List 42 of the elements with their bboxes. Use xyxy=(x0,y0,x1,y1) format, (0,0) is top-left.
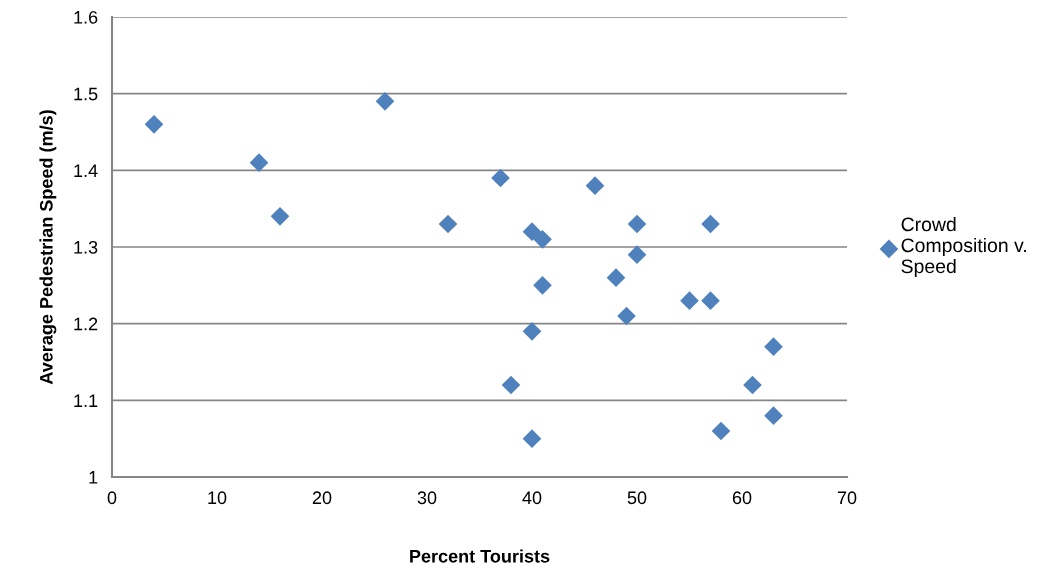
point xyxy=(270,207,290,226)
x-tick-label: 20 xyxy=(312,491,332,505)
point xyxy=(522,322,542,341)
y-tick-label: 1.4 xyxy=(74,164,98,177)
point xyxy=(491,168,510,188)
point xyxy=(522,429,542,448)
point xyxy=(501,375,521,395)
point xyxy=(585,176,605,195)
point xyxy=(627,245,647,264)
y-tick-label: 1.2 xyxy=(74,317,98,331)
point xyxy=(617,306,636,326)
y-tick-label: 1.3 xyxy=(74,240,98,254)
point xyxy=(701,291,720,310)
x-axis-title: Percent Tourists xyxy=(410,549,550,563)
x-tick-label: 50 xyxy=(627,491,647,505)
point xyxy=(701,214,720,234)
point xyxy=(680,291,699,310)
point xyxy=(606,268,626,287)
x-tick-label: 10 xyxy=(208,491,227,505)
x-tick-label: 30 xyxy=(417,491,437,505)
y-tick-label: 1 xyxy=(89,471,98,484)
point xyxy=(627,214,647,234)
point xyxy=(743,375,762,395)
y-tick-label: 1.6 xyxy=(74,10,98,24)
x-tick-label: 0 xyxy=(107,491,117,505)
x-tick-label: 40 xyxy=(522,491,542,505)
point xyxy=(533,230,552,249)
y-axis-title: Average Pedestrian Speed (m/s) xyxy=(39,110,57,385)
legend-label: Crowd Composition v. Speed xyxy=(901,216,1026,278)
point xyxy=(522,222,542,241)
point xyxy=(144,115,164,134)
point xyxy=(249,153,269,172)
y-tick-label: 1.1 xyxy=(74,394,98,407)
x-tick-label: 60 xyxy=(732,491,752,505)
point xyxy=(711,421,731,441)
point xyxy=(764,337,783,356)
point xyxy=(438,214,458,234)
point xyxy=(533,276,552,295)
x-tick-label: 70 xyxy=(837,491,857,505)
y-tick-label: 1.5 xyxy=(74,87,98,101)
point xyxy=(764,406,783,425)
point xyxy=(375,92,395,111)
